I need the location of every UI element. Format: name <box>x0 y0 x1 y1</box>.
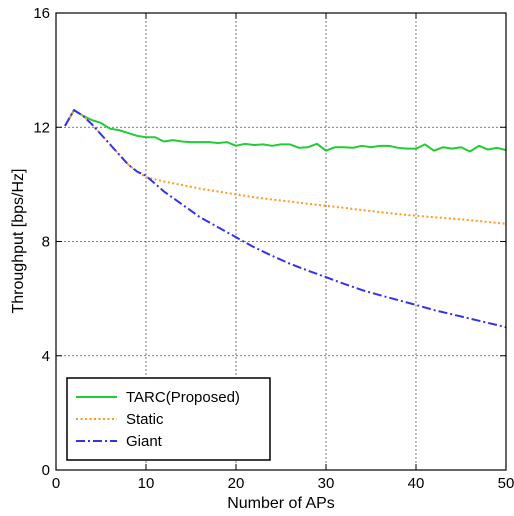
x-tick-label: 0 <box>52 475 60 492</box>
series-lines <box>64 109 507 329</box>
y-tick-label: 0 <box>42 462 50 479</box>
legend-label-2: Giant <box>126 433 163 450</box>
legend-box <box>66 377 271 461</box>
x-tick-label: 50 <box>498 475 514 492</box>
series-line-1 <box>64 109 507 225</box>
legend-label-0: TARC(Proposed) <box>126 389 240 406</box>
legend: TARC(Proposed) Static Giant <box>66 377 271 461</box>
y-axis-title: Throughput [bps/Hz] <box>10 169 27 314</box>
y-tick-label: 4 <box>42 348 50 365</box>
series-line-0 <box>64 109 507 153</box>
legend-items: TARC(Proposed) Static Giant <box>76 389 240 450</box>
y-tick-label: 12 <box>33 119 50 136</box>
y-tick-label: 16 <box>33 5 50 22</box>
legend-label-1: Static <box>126 411 164 428</box>
x-tick-label: 30 <box>318 475 335 492</box>
y-tick-label: 8 <box>42 234 50 251</box>
series-line-2 <box>64 109 507 329</box>
axis-ticks: 0 10 20 30 40 50 0 4 8 12 16 <box>33 5 514 492</box>
x-tick-label: 40 <box>408 475 425 492</box>
x-tick-label: 20 <box>228 475 245 492</box>
x-axis-title: Number of APs <box>227 495 335 512</box>
x-tick-label: 10 <box>138 475 155 492</box>
